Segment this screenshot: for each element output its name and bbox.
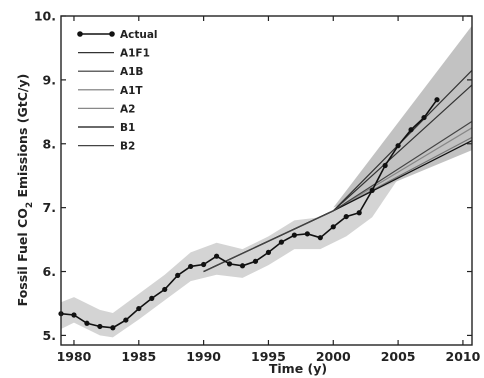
legend-label-a2: A2 <box>120 103 135 115</box>
data-point-actual-1982 <box>97 323 103 330</box>
data-point-actual-1995 <box>265 249 272 255</box>
uncertainty-band <box>61 89 444 338</box>
data-point-actual-2000 <box>330 224 336 230</box>
data-point-actual-1988 <box>175 272 181 278</box>
y-axis-label-main: Fossil Fuel CO <box>15 208 30 306</box>
series-line-actual <box>60 99 438 329</box>
scenario-envelope-layer <box>333 25 472 208</box>
data-point-actual-1996 <box>278 239 285 245</box>
x-axis-label: Time (y) <box>269 361 327 376</box>
legend-label-a1f1: A1F1 <box>120 48 150 60</box>
data-point-actual-1994 <box>252 258 259 264</box>
data-point-actual-2007 <box>421 114 427 121</box>
data-point-actual-1991 <box>213 253 220 259</box>
data-point-actual-1997 <box>291 232 297 238</box>
x-tick-label-1995: 1995 <box>251 349 286 364</box>
legend-label-a1t: A1T <box>120 85 143 97</box>
data-point-actual-2002 <box>356 210 362 216</box>
data-point-actual-1990 <box>201 261 207 268</box>
y-axis-label-subscript: 2 <box>25 202 35 208</box>
x-tick-label-1980: 1980 <box>57 349 92 364</box>
legend-label-a1b: A1B <box>120 66 143 78</box>
data-point-actual-2004 <box>382 162 388 169</box>
y-axis-label: Fossil Fuel CO2 Emissions (GtC/y) <box>15 74 35 307</box>
data-point-actual-1999 <box>317 235 323 241</box>
scenario-envelope <box>333 25 472 208</box>
x-tick-label-2005: 2005 <box>381 349 416 364</box>
y-tick-label-6: 6. <box>43 264 56 279</box>
data-point-actual-1993 <box>239 263 246 269</box>
data-point-actual-1986 <box>149 295 155 301</box>
y-tick-label-10: 10. <box>34 9 56 24</box>
legend-marker-actual-b <box>109 31 115 37</box>
x-tick-label-2010: 2010 <box>446 349 481 364</box>
series-line-b2 <box>203 120 473 273</box>
plot-frame <box>60 15 473 346</box>
axis-layer: 1980 1985 1990 1995 2000 2005 2010 5. 6. 7. 8. 9. 10… <box>34 9 481 365</box>
y-tick-label-9: 9. <box>43 72 56 87</box>
data-point-actual-2006 <box>408 127 414 133</box>
y-tick-label-7: 7. <box>43 200 56 215</box>
legend-marker-actual-a <box>77 31 83 37</box>
data-point-actual-1987 <box>162 286 168 293</box>
data-point-actual-1989 <box>188 263 194 270</box>
data-point-actual-1983 <box>110 325 116 331</box>
legend-label-b2: B2 <box>120 141 135 153</box>
data-point-actual-2008 <box>434 97 440 103</box>
y-tick-label-8: 8. <box>43 136 56 151</box>
data-point-actual-1984 <box>123 317 129 323</box>
data-point-actual-1980 <box>71 312 77 318</box>
data-point-actual-1985 <box>136 305 142 312</box>
legend-label-actual: Actual <box>120 29 158 41</box>
uncertainty-band-layer <box>61 89 444 338</box>
series-layer <box>58 69 473 331</box>
x-tick-label-1985: 1985 <box>121 349 156 364</box>
legend: Actual A1F1 A1B A1T A2 B1 B2 <box>77 29 158 153</box>
y-axis-label-tail: Emissions (GtC/y) <box>15 74 30 202</box>
data-point-actual-2003 <box>369 187 375 194</box>
data-point-actual-1998 <box>304 231 310 237</box>
data-point-actual-2005 <box>395 143 401 149</box>
data-point-actual-1992 <box>226 261 233 267</box>
data-point-actual-1981 <box>84 320 90 326</box>
data-point-actual-2001 <box>343 213 349 220</box>
y-tick-label-5: 5. <box>43 328 56 343</box>
legend-label-b1: B1 <box>120 122 135 134</box>
x-tick-label-1990: 1990 <box>186 349 221 364</box>
x-tick-label-2000: 2000 <box>316 349 351 364</box>
